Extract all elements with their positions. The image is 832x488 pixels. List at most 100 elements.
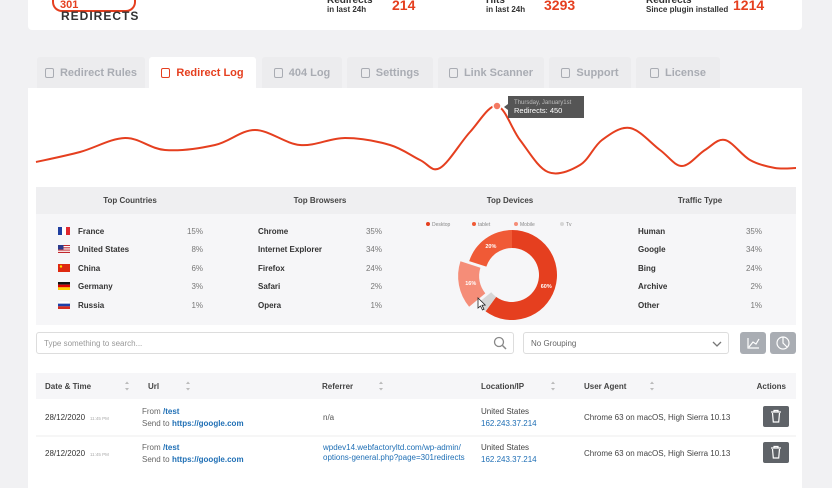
stat-percent: 35% xyxy=(366,227,382,236)
stat-percent: 3% xyxy=(191,282,203,291)
table-header xyxy=(36,373,796,399)
stat-name: Chrome xyxy=(258,227,289,236)
tab-label: Redirect Log xyxy=(176,66,244,79)
legend-dot xyxy=(472,222,476,226)
stat-name: United States xyxy=(78,245,130,254)
donut-label: 16% xyxy=(465,281,476,287)
stat-value: 3293 xyxy=(544,0,576,13)
from-label: From xyxy=(142,407,161,416)
stats-header xyxy=(36,187,796,214)
icon xyxy=(776,336,790,350)
trash-icon xyxy=(771,445,781,459)
column-header: Location/IP xyxy=(481,382,525,391)
tab[interactable]: 404 Log xyxy=(262,57,342,88)
stat-percent: 35% xyxy=(746,227,762,236)
ip: 162.243.37.214 xyxy=(481,455,537,464)
flag xyxy=(57,300,71,309)
stat-sub: in last 24h xyxy=(486,5,526,14)
flag-part xyxy=(66,227,70,235)
stat-sub: Since plugin installed xyxy=(646,5,729,14)
tab[interactable]: Settings xyxy=(347,57,433,88)
tab[interactable]: Redirect Rules xyxy=(37,57,145,88)
traffic-curve xyxy=(35,105,797,175)
tab[interactable]: License xyxy=(636,57,720,88)
tooltip-value: Redirects: 450 xyxy=(514,106,562,115)
sort-icon xyxy=(379,381,383,391)
column-header: Date & Time xyxy=(45,382,92,391)
tab-label: Redirect Rules xyxy=(59,66,138,79)
flag-part xyxy=(58,264,70,272)
chart-view-button[interactable] xyxy=(740,332,766,354)
grouping-select[interactable]: No Grouping xyxy=(523,332,729,354)
tooltip xyxy=(508,96,584,118)
search-icon xyxy=(493,336,507,350)
tab[interactable]: Redirect Log xyxy=(149,57,256,88)
trash-icon xyxy=(771,409,781,423)
flag-part xyxy=(57,300,71,304)
stat-percent: 1% xyxy=(191,301,203,310)
flag-part xyxy=(58,287,70,290)
tab[interactable]: Support xyxy=(549,57,631,88)
to-url: https://google.com xyxy=(172,419,244,428)
stat-name: Firefox xyxy=(258,264,285,273)
tab[interactable]: Link Scanner xyxy=(438,57,544,88)
legend-label: Mobile xyxy=(520,222,535,228)
search-input[interactable]: Type something to search... xyxy=(36,332,514,354)
from-label: From xyxy=(142,443,161,452)
to-url: https://google.com xyxy=(172,455,244,464)
flag-part xyxy=(58,249,70,251)
stats-title: Top Countries xyxy=(103,196,157,205)
referrer: options-general.php?page=301redirects xyxy=(323,453,465,462)
stat-name: Human xyxy=(638,227,665,236)
from-url: /test xyxy=(163,407,180,416)
flag-part xyxy=(58,251,70,253)
donut-label: 60% xyxy=(541,284,552,290)
flag-part xyxy=(58,246,70,248)
chevron xyxy=(712,341,722,347)
legend-label: tablet xyxy=(478,222,491,228)
delete-button[interactable] xyxy=(763,406,789,427)
stat-name: Bing xyxy=(638,264,656,273)
logo-frame xyxy=(52,0,136,12)
tab-icon xyxy=(44,67,54,78)
flag-part xyxy=(62,227,66,235)
donut-segment xyxy=(458,261,486,307)
donut-segment xyxy=(469,230,512,267)
stat-name: Internet Explorer xyxy=(258,245,322,254)
flag-part xyxy=(58,250,70,252)
stats-title: Top Browsers xyxy=(294,196,347,205)
stat-name: Archive xyxy=(638,282,668,291)
flag-part xyxy=(58,306,70,309)
delete-button[interactable] xyxy=(763,442,789,463)
tooltip-date: Thursday, January1st xyxy=(514,100,572,106)
flag-part xyxy=(58,284,70,288)
tab-icon xyxy=(561,67,571,78)
location: United States xyxy=(481,407,529,416)
flag-part xyxy=(58,248,70,250)
sort-icon xyxy=(186,381,190,391)
stat-label: Redirects xyxy=(327,0,373,6)
pie-view-button[interactable] xyxy=(770,332,796,354)
flag xyxy=(58,264,70,272)
stat-percent: 1% xyxy=(370,301,382,310)
stat-value: 1214 xyxy=(733,0,765,13)
tab-label: License xyxy=(665,66,706,79)
legend-label: Tv xyxy=(566,222,572,228)
page: 301 REDIRECTS Thursday, January1st Redir… xyxy=(28,0,802,488)
tab-label: Support xyxy=(576,66,619,79)
time: 11:45 PM xyxy=(90,416,109,421)
header-card: 301 REDIRECTS xyxy=(28,0,802,30)
user-agent: Chrome 63 on macOS, High Sierra 10.13 xyxy=(584,449,731,458)
stat-name: Google xyxy=(638,245,666,254)
flag xyxy=(58,245,70,253)
to-label: Send to xyxy=(142,419,170,428)
stat-percent: 1% xyxy=(750,301,762,310)
ip: 162.243.37.214 xyxy=(481,419,537,428)
referrer: n/a xyxy=(323,413,335,422)
tab-label: 404 Log xyxy=(288,66,331,79)
sort-icon xyxy=(650,381,654,391)
flag-part xyxy=(58,303,70,307)
flag-part xyxy=(58,245,70,247)
search-placeholder: Type something to search... xyxy=(44,339,143,348)
stat-name: Russia xyxy=(78,301,105,310)
